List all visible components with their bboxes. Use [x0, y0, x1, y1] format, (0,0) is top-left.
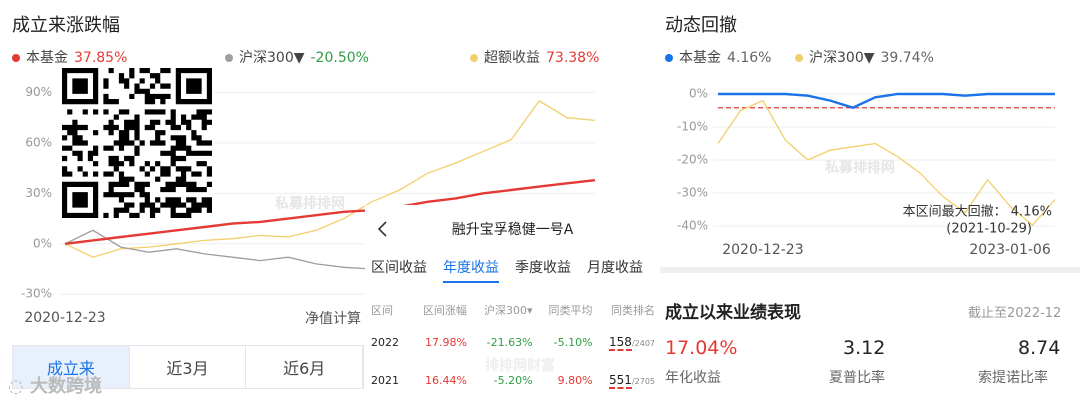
- annual-table: 区间 区间涨幅 沪深300▾ 同类平均 同类排名 2022 17.98% -21…: [369, 297, 657, 399]
- header-cell: 同类平均: [548, 304, 593, 317]
- legend-dot: [665, 54, 673, 62]
- x-tick-label: 2020-12-23: [24, 310, 105, 326]
- cell: 2022: [371, 335, 399, 349]
- chart-title: 动态回撤: [665, 15, 737, 36]
- range-tabs: 成立来 近3月 近6月: [12, 345, 364, 389]
- y-tick-label: -20%: [677, 153, 708, 167]
- chart-title: 成立来涨跌幅: [12, 15, 120, 36]
- back-icon[interactable]: [373, 219, 393, 239]
- legend-value: 39.74%: [881, 50, 934, 66]
- tab[interactable]: 区间收益: [371, 260, 427, 276]
- legend-value: 73.38%: [546, 50, 599, 66]
- legend-entry: 本基金 4.16%: [679, 49, 771, 66]
- cell: 16.44%: [424, 373, 467, 387]
- legend-name: 沪深300▼: [239, 50, 305, 66]
- watermark-text: 大数跨境: [29, 376, 102, 397]
- annotation: (2021-10-29): [946, 222, 1032, 237]
- y-tick-label: -40%: [677, 219, 708, 233]
- header-cell: 区间涨幅: [422, 304, 467, 317]
- stat-value: 3.12: [843, 337, 886, 359]
- legend-dot: [470, 54, 478, 62]
- y-tick-label: 60%: [25, 135, 52, 149]
- series-line: [64, 179, 596, 245]
- series-line: [64, 100, 596, 258]
- legend-dot: [795, 54, 803, 62]
- stat-value: 8.74: [1018, 337, 1061, 359]
- detail-panel: 融升宝孚稳健一号A 区间收益 年度收益 季度收益 月度收益 排排网财富 区间 区…: [365, 205, 660, 405]
- legend-dot: [12, 54, 20, 62]
- rank: 158: [609, 335, 632, 351]
- stat-value: 17.04%: [665, 337, 738, 359]
- tab[interactable]: 成立来: [13, 346, 130, 388]
- y-tick-label: -10%: [677, 120, 708, 134]
- header-cell: 区间: [371, 304, 393, 317]
- stat-label: 索提诺比率: [978, 370, 1048, 386]
- watermark: 私募排排网: [825, 159, 895, 176]
- series-line: [718, 92, 1055, 109]
- y-tick-label: 0%: [33, 236, 52, 250]
- stat-label: 夏普比率: [829, 370, 885, 386]
- y-tick-label: -30%: [677, 186, 708, 200]
- panel-title: 融升宝孚稳健一号A: [451, 222, 574, 238]
- nav-note: 净值计算: [305, 311, 361, 327]
- cell: -5.20%: [493, 373, 533, 387]
- tab[interactable]: 月度收益: [587, 260, 643, 276]
- legend-name: 超额收益: [484, 50, 540, 66]
- cell: -21.63%: [486, 335, 533, 349]
- x-tick-label: 2023-01-06: [969, 242, 1050, 258]
- y-tick-label: 30%: [25, 186, 52, 200]
- legend-dot: [225, 54, 233, 62]
- panel-tabs: 区间收益 年度收益 季度收益 月度收益: [371, 257, 660, 283]
- cell: 9.80%: [557, 373, 593, 387]
- cell: -5.10%: [553, 335, 593, 349]
- cell: 2021: [371, 373, 399, 387]
- annotation: 本区间最大回撤： 4.16%: [903, 204, 1052, 220]
- stat-label: 年化收益: [665, 370, 721, 386]
- legend-value: 4.16%: [727, 50, 771, 66]
- series-line: [717, 99, 1056, 227]
- x-tick-label: 2020-12-23: [722, 242, 803, 258]
- legend-entry: 沪深300▼ -20.50%: [239, 50, 369, 66]
- cell: 158/2407: [595, 323, 657, 361]
- rank-total: /2705: [631, 377, 655, 386]
- as-of: 截止至2022-12: [968, 306, 1062, 321]
- legend-name: 本基金: [679, 49, 721, 66]
- rank: 551: [609, 373, 632, 389]
- y-tick-label: 0%: [689, 87, 708, 101]
- watermark: 排排网财富: [485, 358, 555, 374]
- tab[interactable]: 近3月: [130, 346, 247, 388]
- tab[interactable]: 近6月: [246, 346, 364, 388]
- cell: 17.98%: [424, 335, 467, 349]
- legend-entry: 本基金 37.85%: [26, 49, 127, 66]
- legend-value: 37.85%: [74, 50, 127, 66]
- watermark: ◌ 大数跨境: [8, 376, 102, 397]
- legend-name: 沪深300▼: [809, 50, 875, 66]
- rank-total: /2407: [631, 339, 655, 348]
- y-tick-label: 90%: [25, 85, 52, 99]
- cell: 551/2705: [595, 361, 657, 399]
- legend-value: -20.50%: [311, 50, 369, 66]
- tab[interactable]: 季度收益: [515, 260, 571, 276]
- legend-entry: 超额收益 73.38%: [484, 50, 599, 66]
- y-tick-label: -30%: [21, 287, 52, 301]
- section-title: 成立以来业绩表现: [665, 303, 801, 323]
- legend-name: 本基金: [26, 49, 68, 66]
- header-cell: 沪深300▾: [484, 304, 533, 317]
- tab[interactable]: 年度收益: [443, 257, 499, 283]
- header-cell: 同类排名: [611, 304, 655, 317]
- watermark: 私募排排网: [275, 195, 345, 212]
- legend-entry: 沪深300▼ 39.74%: [809, 50, 934, 66]
- qr-code: [62, 68, 212, 218]
